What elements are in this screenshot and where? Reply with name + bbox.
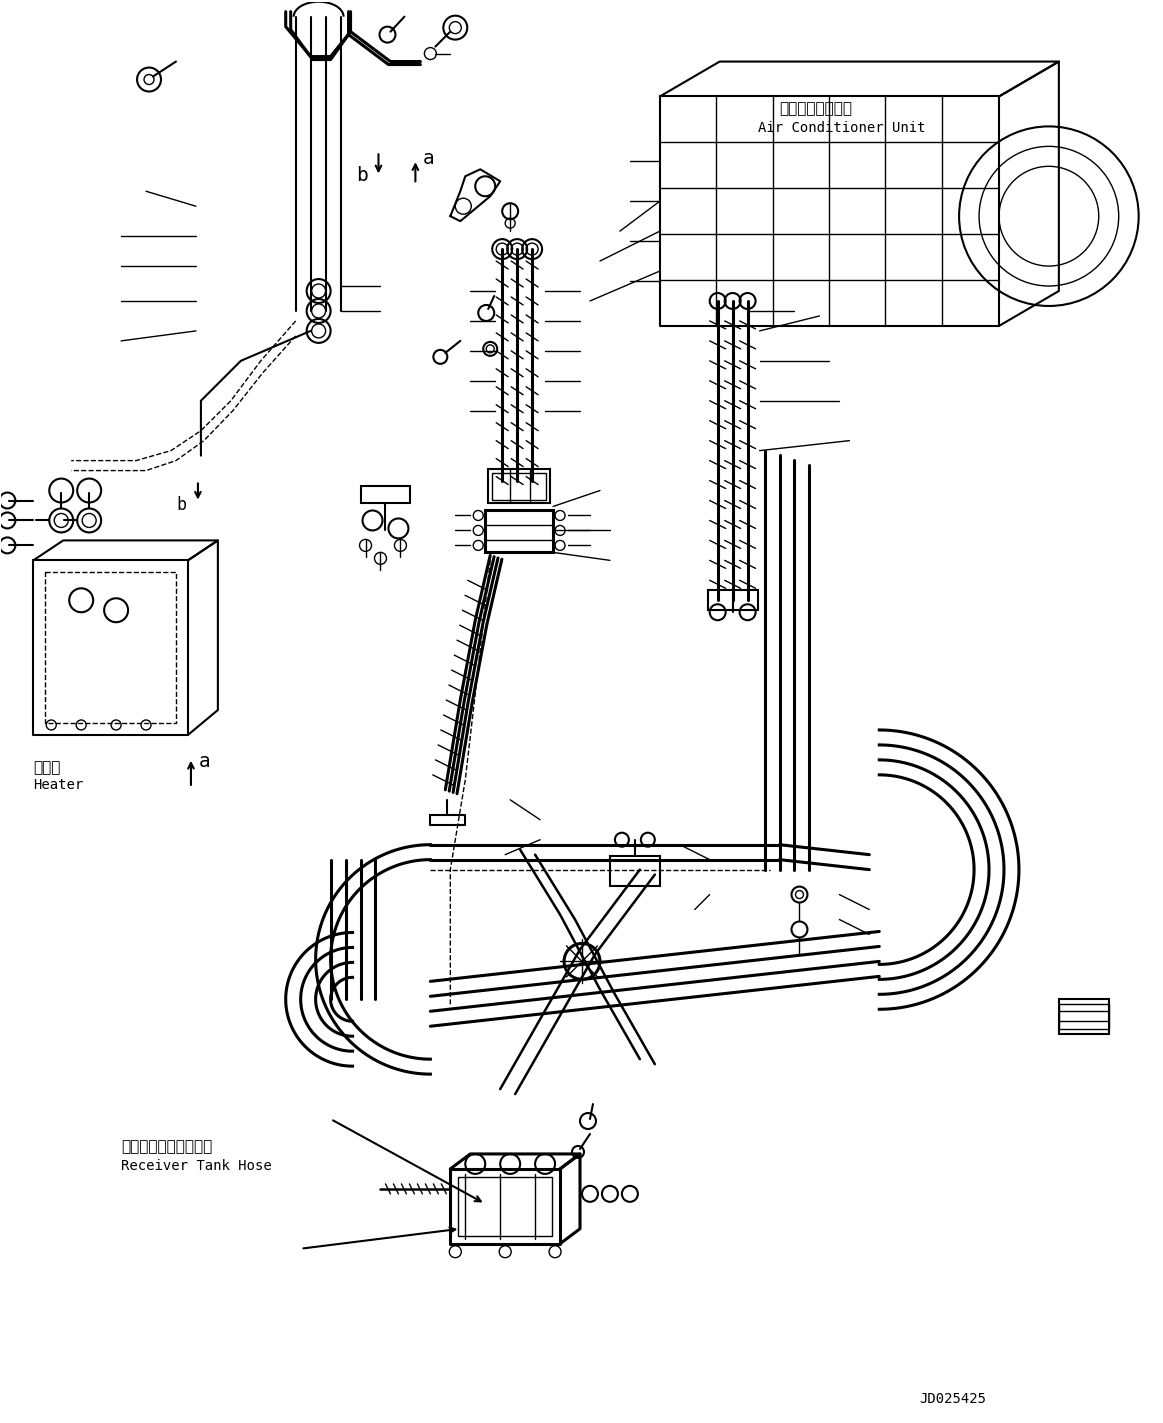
Bar <box>485 511 554 552</box>
Text: レシーバタンクホース: レシーバタンクホース <box>121 1138 213 1154</box>
Bar <box>361 485 411 504</box>
Bar <box>609 855 659 885</box>
Bar <box>458 1177 552 1235</box>
Bar <box>1058 999 1108 1035</box>
Text: b: b <box>176 495 186 514</box>
Text: a: a <box>422 149 434 168</box>
Text: ヒータ: ヒータ <box>34 760 60 776</box>
Text: Air Conditioner Unit: Air Conditioner Unit <box>757 121 925 135</box>
Text: Heater: Heater <box>34 778 84 791</box>
Text: a: a <box>199 751 211 771</box>
Bar <box>488 468 550 504</box>
Bar <box>492 472 547 499</box>
Text: JD025425: JD025425 <box>919 1392 986 1406</box>
Text: エアコンユニット: エアコンユニット <box>779 101 852 117</box>
Text: Receiver Tank Hose: Receiver Tank Hose <box>121 1158 272 1173</box>
Bar <box>708 591 757 610</box>
Bar <box>1058 1005 1108 1029</box>
Text: b: b <box>357 166 369 185</box>
